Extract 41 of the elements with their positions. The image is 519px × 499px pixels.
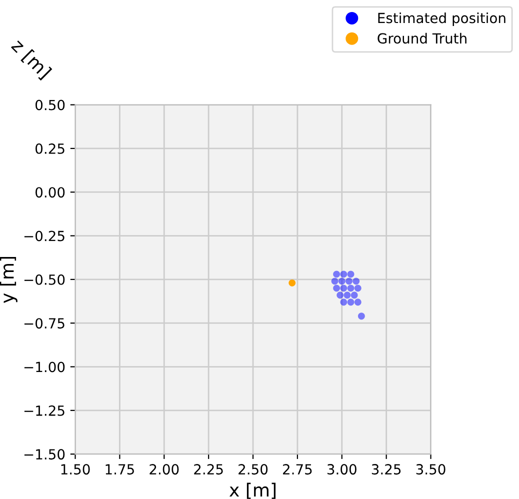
point [344,292,351,299]
legend-label: Estimated position [378,12,506,26]
point [354,298,362,306]
x-tick-label: 3.50 [416,464,446,475]
y-tick-label: −0.50 [24,274,65,285]
y-axis-title: y [m] [0,256,18,303]
x-tick-label: 2.25 [194,464,223,475]
point [333,284,340,292]
point [350,292,358,299]
point [346,278,352,285]
y-tick-label: −1.00 [24,362,65,372]
point [338,278,346,285]
point [288,279,296,286]
y-tick-label: −0.25 [24,230,64,242]
x-tick-label: 3.25 [372,464,401,475]
y-tick-label: 0.25 [36,143,64,154]
x-tick-label: 1.75 [106,464,134,475]
point [352,278,360,285]
x-tick-label: 3.00 [327,464,356,475]
y-tick-label: 0.00 [36,187,65,198]
y-tick-label: −1.25 [24,405,64,416]
legend-label: Ground Truth [378,32,466,44]
point [340,270,348,278]
x-tick-label: 2.00 [150,464,179,475]
x-tick-label: 2.75 [283,464,312,475]
x-tick-label: 2.50 [238,464,268,475]
point [340,298,348,306]
point [336,292,344,299]
point [333,270,340,278]
x-axis-title: x [m] [229,482,276,499]
y-tick-label: 0.50 [36,100,65,110]
point [347,284,354,292]
point [354,284,362,292]
point [340,284,348,292]
point [347,270,354,278]
point [347,298,354,306]
point [331,278,338,285]
y-tick-label: −1.50 [24,449,65,460]
x-tick-label: 1.50 [61,464,90,475]
point [358,312,365,320]
y-tick-label: −0.75 [24,318,64,329]
